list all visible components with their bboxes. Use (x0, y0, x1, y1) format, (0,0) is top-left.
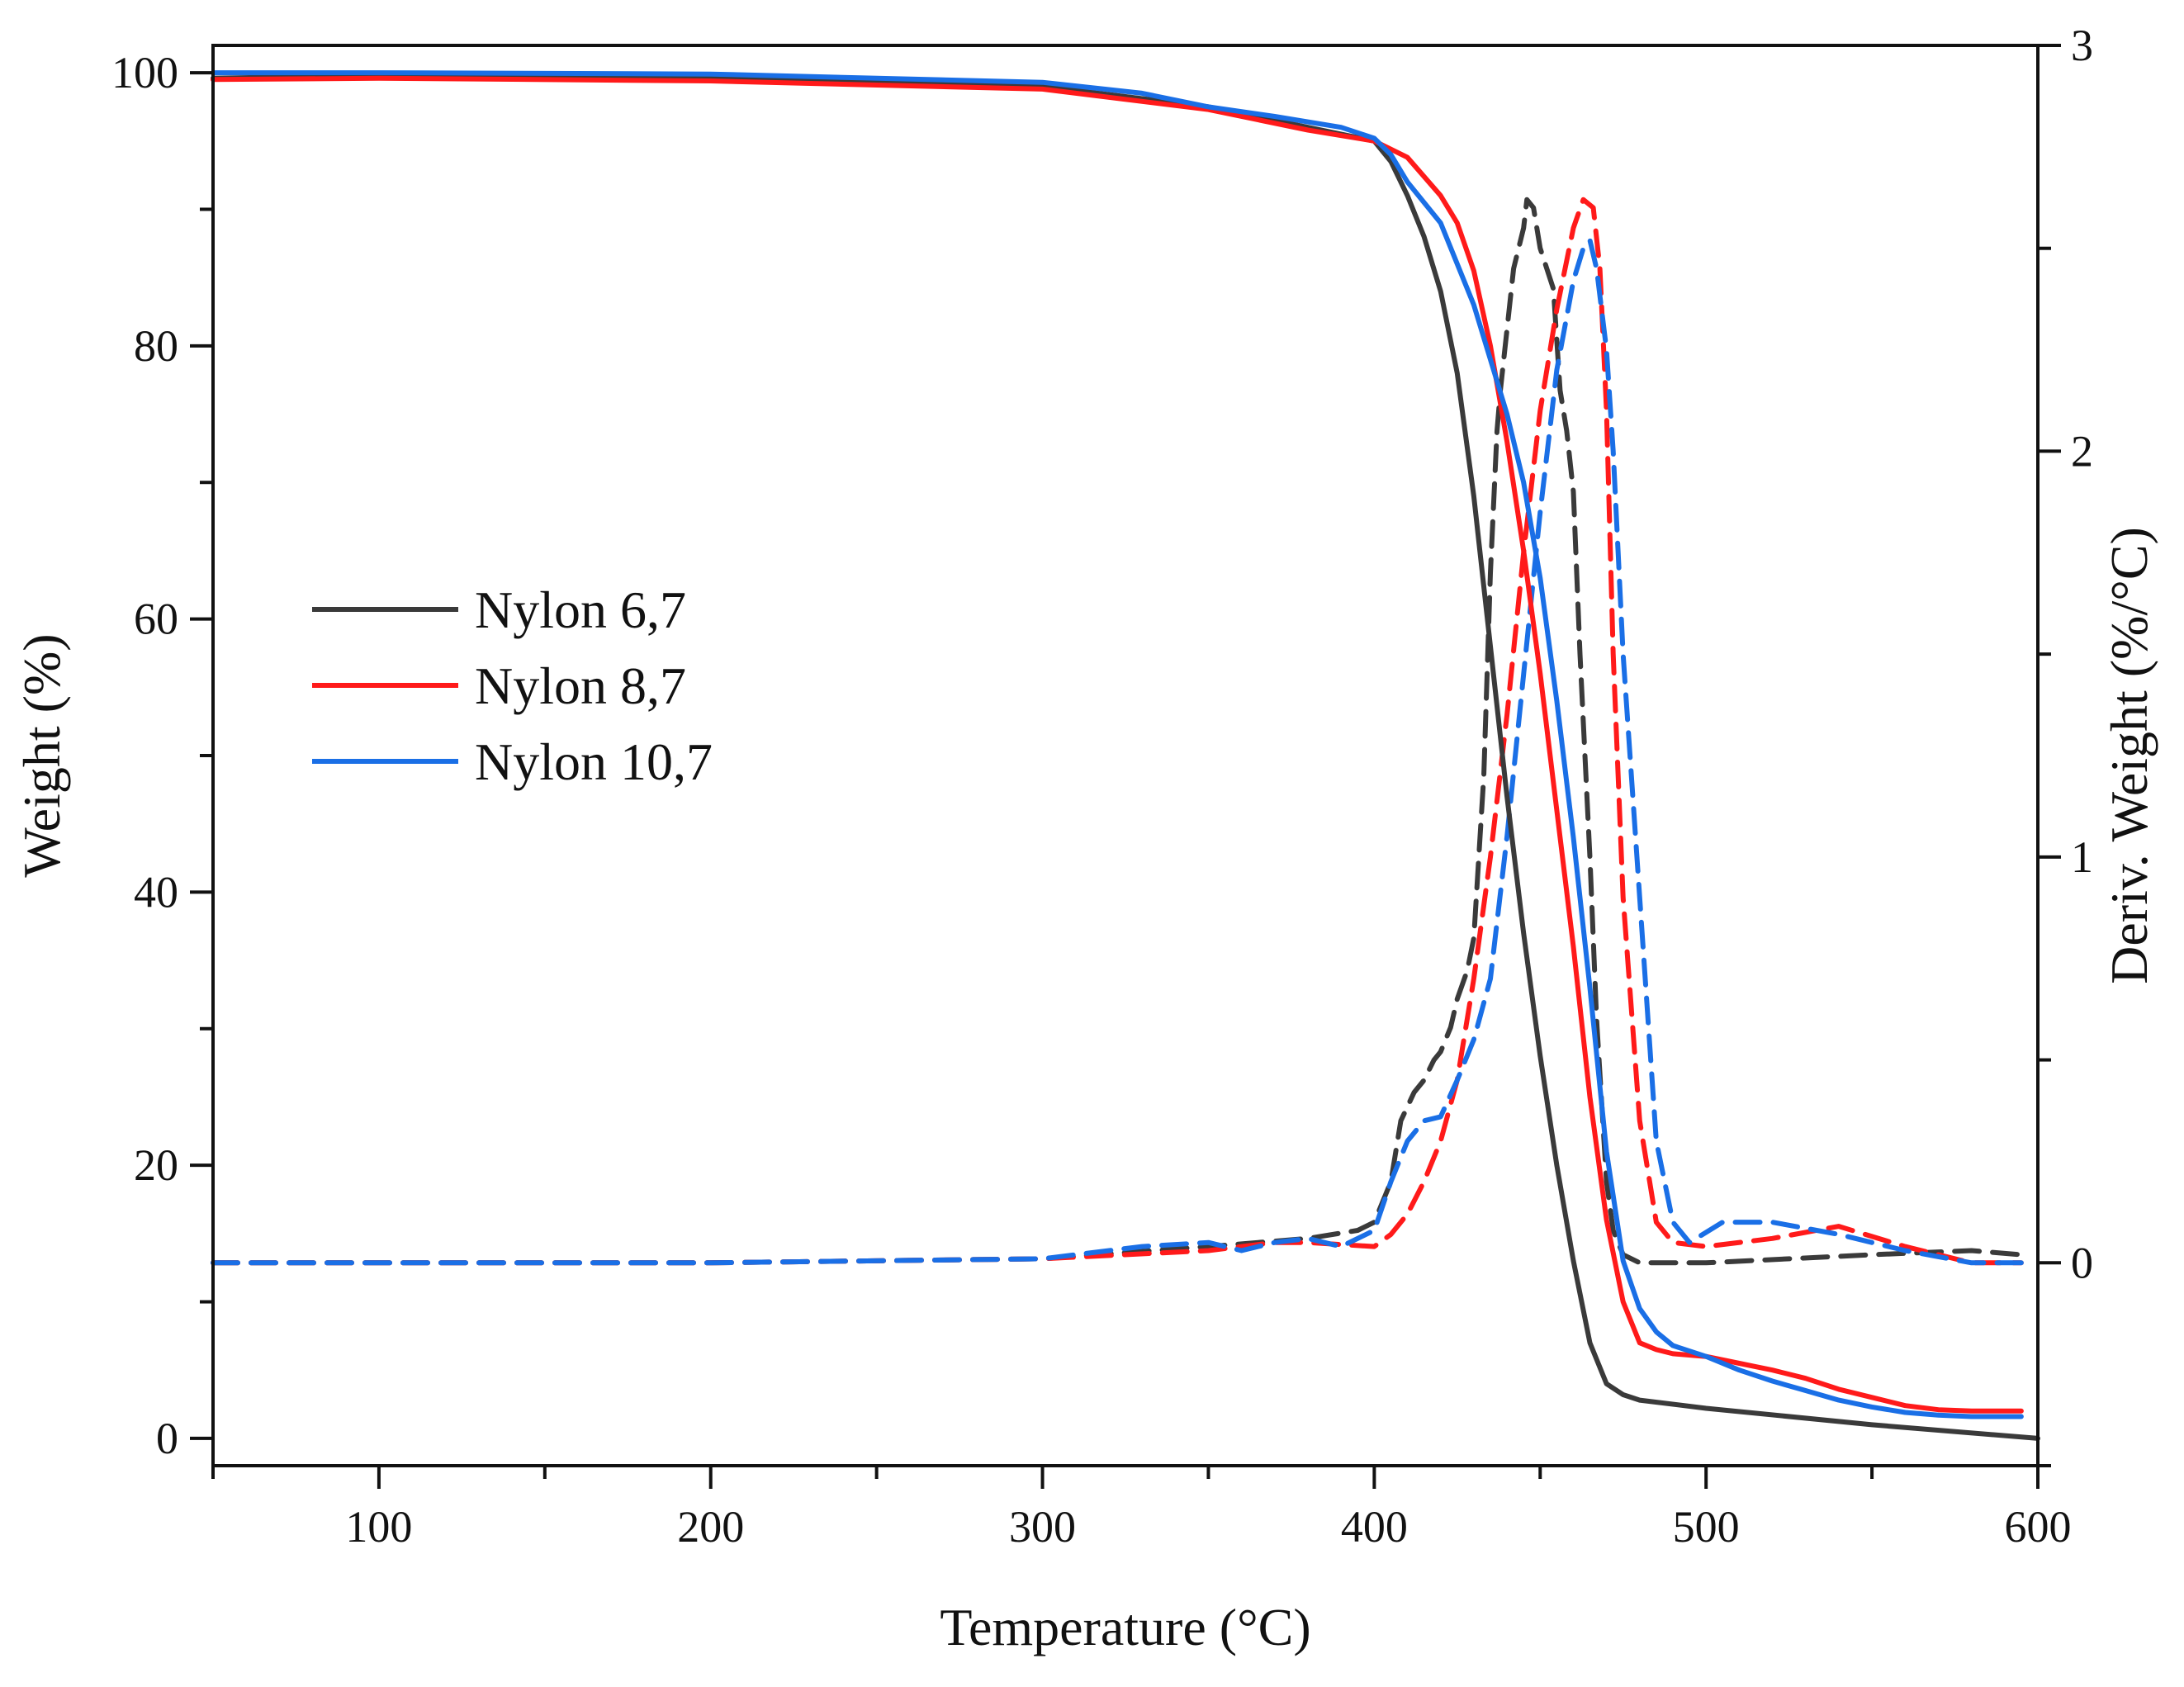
y-axis-right-title: Deriv. Weight (%/°C) (2100, 527, 2158, 984)
x-tick-label: 100 (345, 1502, 412, 1552)
series-line-nylon-10-7 (211, 70, 2024, 1419)
y-axis-left-title: Weight (%) (12, 633, 71, 877)
curves-layer (211, 70, 2040, 1441)
y-tick-label: 60 (134, 595, 178, 644)
series-line-nylon-8-7 (211, 75, 2024, 1414)
x-tick-label: 600 (2005, 1502, 2072, 1552)
y-tick-label: 40 (134, 867, 178, 917)
x-tick-label: 200 (677, 1502, 744, 1552)
legend-label: Nylon 6,7 (475, 580, 686, 639)
x-tick-label: 400 (1341, 1502, 1408, 1552)
y-tick-label: 0 (156, 1414, 178, 1463)
y-axis-left-ticks: 0 20 40 60 80 100 (111, 48, 213, 1463)
legend-label: Nylon 10,7 (475, 732, 713, 791)
series-line-nylon-10-7-derivative (211, 237, 2024, 1266)
legend: Nylon 6,7 Nylon 8,7 Nylon 10,7 (312, 580, 713, 791)
x-tick-label: 300 (1009, 1502, 1076, 1552)
y2-tick-label: 2 (2071, 426, 2093, 476)
y-tick-label: 80 (134, 321, 178, 371)
y-tick-label: 20 (134, 1140, 178, 1190)
y2-tick-label: 0 (2071, 1238, 2093, 1287)
y2-tick-label: 3 (2071, 21, 2093, 70)
series-line-nylon-8-7-derivative (211, 197, 2024, 1266)
x-axis-ticks: 100 200 300 400 500 600 (211, 1466, 2072, 1552)
y-tick-label: 100 (111, 48, 178, 97)
y2-tick-label: 1 (2071, 832, 2093, 882)
y-axis-right-ticks: 0 1 2 3 (2038, 21, 2093, 1467)
x-axis-title: Temperature (°C) (940, 1598, 1310, 1656)
legend-label: Nylon 8,7 (475, 656, 686, 715)
x-tick-label: 500 (1673, 1502, 1740, 1552)
series-line-nylon-6-7-derivative (211, 197, 2024, 1266)
